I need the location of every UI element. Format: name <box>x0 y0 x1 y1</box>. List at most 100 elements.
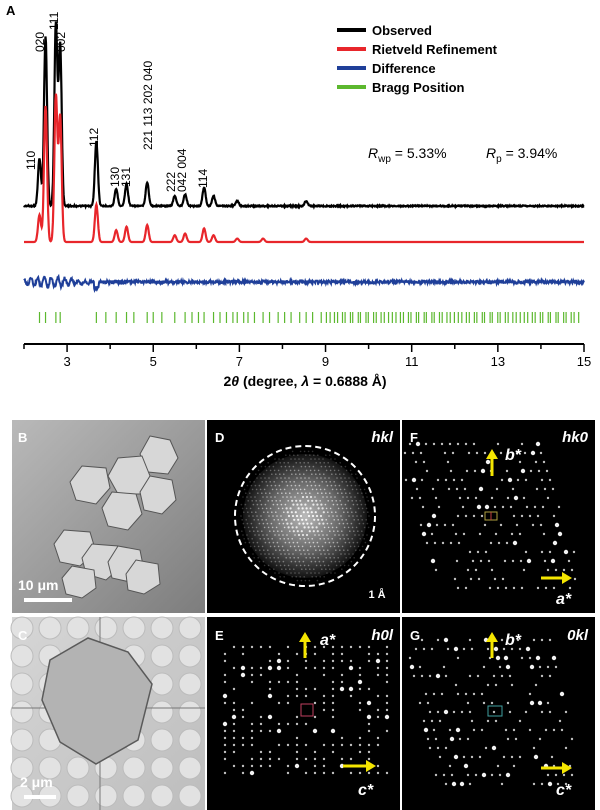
diffraction-spot <box>350 560 353 563</box>
diffraction-spot <box>420 638 424 642</box>
diffraction-spot <box>305 518 308 521</box>
diffraction-spot <box>277 652 281 656</box>
diffraction-spot <box>257 519 260 521</box>
diffraction-spot <box>535 441 541 447</box>
diffraction-spot <box>528 728 532 732</box>
diffraction-spots <box>240 450 370 582</box>
diffraction-spot <box>222 693 228 699</box>
diffraction-spot <box>494 532 498 536</box>
diffraction-spot <box>524 478 528 482</box>
diffraction-spot <box>283 549 285 551</box>
diffraction-spot <box>340 659 344 663</box>
diffraction-spot <box>505 772 511 778</box>
diffraction-spot <box>376 652 380 656</box>
diffraction-spot <box>316 530 319 533</box>
diffraction-spot <box>415 487 419 491</box>
diffraction-spot <box>281 519 284 521</box>
diffraction-spot <box>301 507 304 510</box>
diffraction-spot <box>284 503 287 506</box>
diffraction-spot <box>436 710 440 714</box>
diffraction-spot <box>473 469 477 473</box>
diffraction-spot <box>286 484 289 487</box>
diffraction-spot <box>269 530 271 532</box>
diffraction-spot <box>385 708 389 712</box>
diffraction-spot <box>267 549 269 551</box>
diffraction-spot <box>428 746 432 750</box>
diffraction-spot <box>315 526 318 529</box>
diffraction-spot <box>338 534 340 536</box>
diffraction-spot <box>309 495 313 499</box>
diffraction-spot <box>315 549 317 551</box>
diffraction-spot <box>352 515 354 517</box>
diffraction-spot <box>313 568 315 570</box>
diffraction-spot <box>343 526 346 529</box>
diffraction-spot <box>366 714 372 720</box>
diffraction-spot <box>491 745 497 751</box>
diffraction-spot <box>309 481 312 483</box>
diffraction-spot <box>331 488 334 491</box>
diffraction-spot <box>340 477 342 479</box>
diffraction-spot <box>334 534 336 536</box>
diffraction-spot <box>418 496 422 500</box>
diffraction-spot <box>270 496 272 498</box>
diffraction-spot <box>330 560 333 563</box>
diffraction-spot <box>259 645 263 649</box>
diffraction-spot <box>557 531 563 537</box>
diffraction-spot <box>247 526 250 529</box>
diffraction-spot <box>432 442 436 446</box>
diffraction-spot <box>296 477 298 479</box>
diffraction-spot <box>289 557 292 559</box>
diffraction-spot <box>311 576 314 578</box>
diffraction-spot <box>431 513 437 519</box>
diffraction-spot <box>495 487 499 491</box>
diffraction-spot <box>367 729 371 733</box>
diffraction-spot <box>312 503 315 506</box>
diffraction-spot <box>310 522 313 525</box>
diffraction-spot <box>241 736 245 740</box>
diffraction-spot <box>322 496 324 498</box>
diffraction-spot <box>503 655 509 661</box>
diffraction-spot <box>260 503 263 506</box>
diffraction-spot <box>486 683 490 687</box>
diffraction-spot <box>223 652 227 656</box>
diffraction-spot <box>232 708 236 712</box>
diffraction-spot <box>515 451 519 455</box>
diffraction-spot <box>252 515 254 517</box>
diffraction-spot <box>324 465 327 468</box>
diffraction-spot <box>302 511 305 514</box>
diffraction-spot <box>288 553 290 555</box>
diffraction-spot <box>358 687 362 691</box>
diffraction-spot <box>367 722 371 726</box>
diffraction-spot <box>253 557 255 559</box>
diffraction-spot <box>333 568 335 570</box>
grid-hole <box>10 756 34 780</box>
diffraction-spot <box>241 507 244 510</box>
diffraction-spot <box>550 558 556 564</box>
diffraction-spot <box>500 478 504 482</box>
diffraction-spot <box>331 694 335 698</box>
diffraction-spot <box>544 728 548 732</box>
diffraction-spot <box>345 507 348 510</box>
c-star-arrowhead-g <box>562 762 572 774</box>
diffraction-spot <box>334 496 336 498</box>
diffraction-spot <box>290 484 293 487</box>
diffraction-spot <box>548 710 552 714</box>
diffraction-spot <box>436 638 440 642</box>
diffraction-spot <box>351 473 353 476</box>
diffraction-spot <box>280 477 282 479</box>
peak-label: 111 <box>47 11 61 30</box>
grid-hole <box>66 784 90 808</box>
diffraction-spot <box>297 469 300 472</box>
diffraction-spot <box>337 545 340 548</box>
diffraction-spot <box>345 519 348 521</box>
diffraction-spot <box>533 505 537 509</box>
diffraction-spot <box>311 499 314 502</box>
diffraction-spot <box>339 564 342 567</box>
diffraction-spot <box>304 503 307 506</box>
diffraction-spot <box>300 553 302 555</box>
diffraction-spot <box>286 659 290 663</box>
diffraction-spot <box>337 469 340 472</box>
diffraction-spot <box>284 465 287 468</box>
diffraction-spot <box>335 549 337 551</box>
diffraction-spot <box>299 538 302 540</box>
